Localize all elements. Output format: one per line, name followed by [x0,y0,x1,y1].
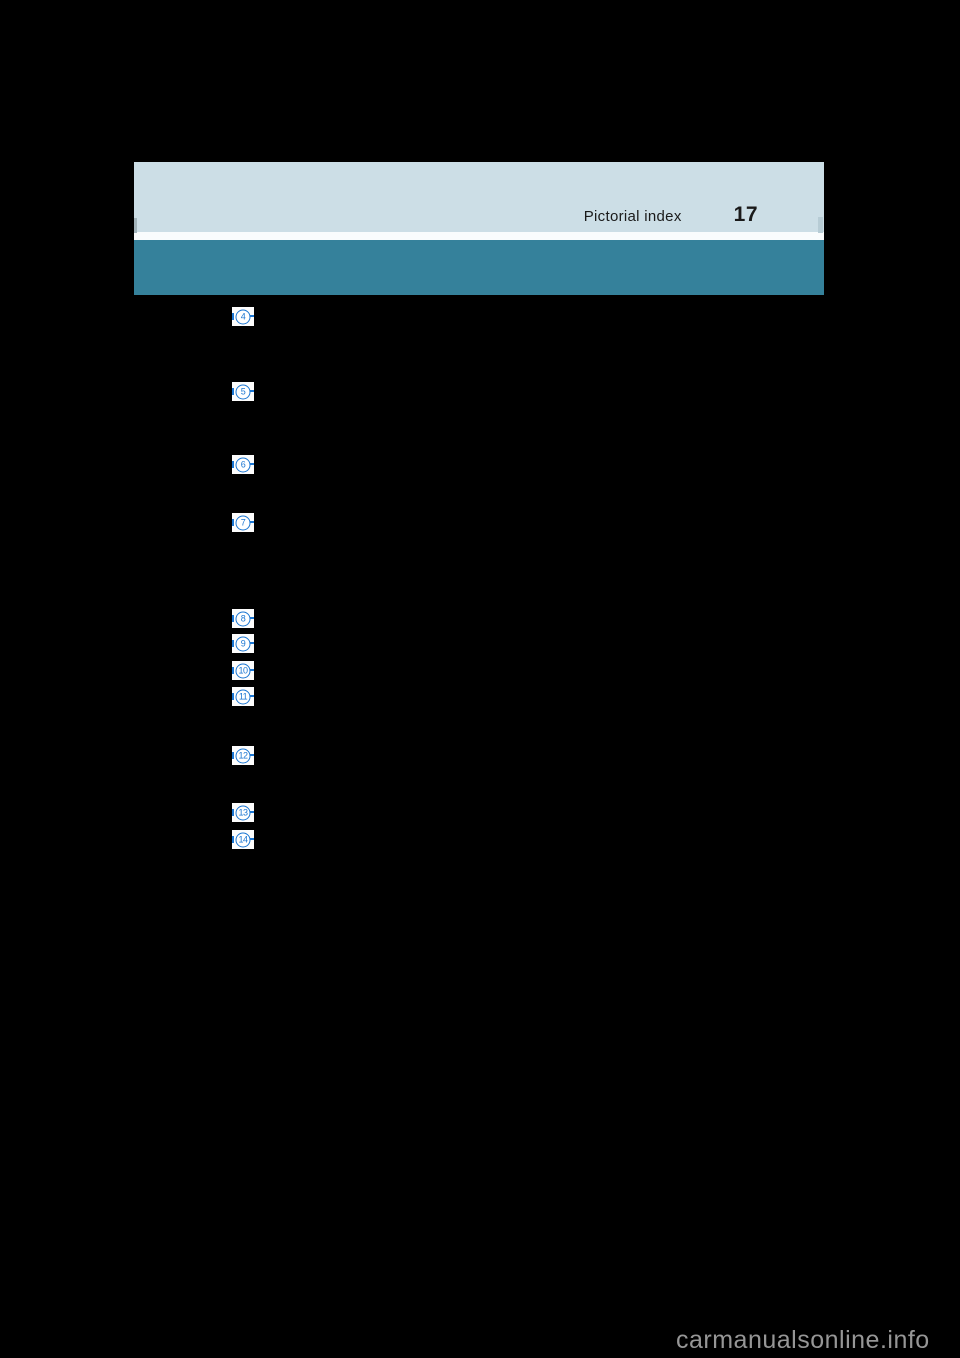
scan-edge-right [818,217,823,233]
leader-line-left-icon [232,519,234,526]
callout-number: 6 [240,459,246,469]
header-band-light: Pictorial index 17 [134,162,824,232]
callout-number: 9 [240,638,246,648]
leader-line-left-icon [232,836,234,843]
callout-number: 7 [240,517,246,527]
callout-circle-icon: 7 [235,515,251,530]
leader-line-left-icon [232,809,234,816]
leader-line-left-icon [232,667,234,674]
callout-circle-icon: 5 [235,384,251,399]
callout-number: 12 [238,750,248,760]
callout-number: 14 [238,834,248,844]
callout-number: 11 [238,691,248,701]
callout-circle-icon: 4 [235,309,251,324]
callout-marker: 13 [232,803,254,822]
callout-marker: 10 [232,661,254,680]
callout-marker: 11 [232,687,254,706]
header-divider [134,232,824,240]
leader-line-left-icon [232,693,234,700]
callout-number: 10 [238,665,248,675]
page-number: 17 [733,203,758,226]
callout-marker: 6 [232,455,254,474]
header-band-teal [134,240,824,295]
callout-number: 4 [240,311,246,321]
callout-marker: 14 [232,830,254,849]
header-caption: Pictorial index 17 [584,203,758,227]
leader-line-left-icon [232,313,234,320]
callout-marker: 12 [232,746,254,765]
callout-number: 5 [240,386,246,396]
leader-line-left-icon [232,461,234,468]
callout-circle-icon: 10 [235,663,251,678]
leader-line-left-icon [232,640,234,647]
leader-line-right-icon [250,617,254,619]
callout-number: 13 [238,807,248,817]
callout-marker: 7 [232,513,254,532]
leader-line-right-icon [250,811,254,813]
watermark-text: carmanualsonline.info [676,1326,930,1354]
callout-circle-icon: 6 [235,457,251,472]
callout-marker: 4 [232,307,254,326]
callout-circle-icon: 13 [235,805,251,820]
leader-line-right-icon [250,315,254,317]
leader-line-right-icon [250,669,254,671]
leader-line-right-icon [250,754,254,756]
callout-marker: 8 [232,609,254,628]
leader-line-right-icon [250,838,254,840]
leader-line-right-icon [250,695,254,697]
section-title: Pictorial index [583,208,682,225]
callout-circle-icon: 14 [235,832,251,847]
leader-line-right-icon [250,521,254,523]
leader-line-right-icon [250,390,254,392]
callout-circle-icon: 11 [235,689,251,704]
callout-circle-icon: 9 [235,636,251,651]
leader-line-left-icon [232,615,234,622]
scan-edge-left [134,218,137,233]
callout-circle-icon: 12 [235,748,251,763]
callout-marker: 9 [232,634,254,653]
callout-marker: 5 [232,382,254,401]
callout-circle-icon: 8 [235,611,251,626]
leader-line-left-icon [232,752,234,759]
leader-line-right-icon [250,642,254,644]
callout-number: 8 [240,613,246,623]
leader-line-right-icon [250,463,254,465]
leader-line-left-icon [232,388,234,395]
